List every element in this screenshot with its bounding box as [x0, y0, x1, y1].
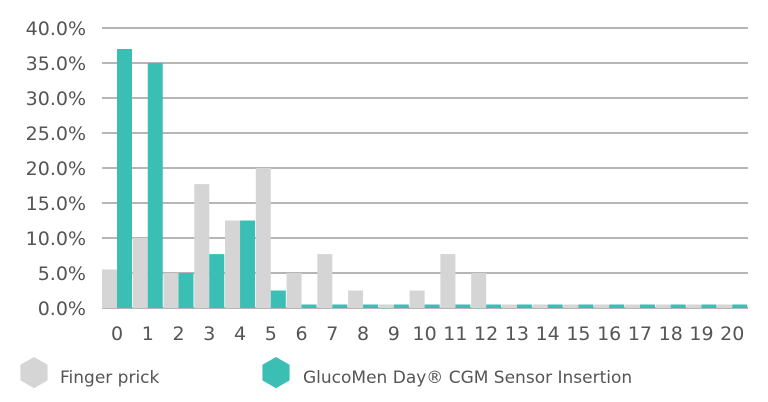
x-tick-label: 11 [443, 323, 467, 345]
bar-glucomen-6 [301, 304, 317, 308]
bar-glucomen-18 [670, 304, 686, 308]
x-tick-label: 10 [413, 323, 437, 345]
y-tick-label: 10.0% [26, 228, 86, 250]
y-tick-label: 5.0% [38, 263, 86, 285]
legend-swatch-finger-prick [20, 357, 48, 389]
x-tick-label: 9 [388, 323, 400, 345]
bar-finger-prick-2 [163, 273, 179, 308]
bar-finger-prick-6 [286, 273, 302, 308]
bar-finger-prick-9 [378, 304, 394, 308]
legend-item-finger-prick: Finger prick [20, 357, 160, 389]
x-tick-label: 19 [689, 323, 713, 345]
bar-finger-prick-1 [132, 238, 148, 308]
x-tick-label: 13 [505, 323, 529, 345]
bar-glucomen-20 [732, 304, 748, 308]
bar-glucomen-11 [455, 304, 471, 308]
bar-finger-prick-19 [686, 304, 702, 308]
bar-finger-prick-12 [471, 273, 487, 308]
legend-item-glucomen: GlucoMen Day® CGM Sensor Insertion [262, 357, 632, 389]
bar-finger-prick-4 [225, 220, 241, 308]
bar-glucomen-15 [578, 304, 594, 308]
x-tick-label: 20 [720, 323, 744, 345]
x-tick-label: 18 [659, 323, 683, 345]
bar-finger-prick-17 [624, 304, 640, 308]
y-tick-label: 20.0% [26, 158, 86, 180]
bar-glucomen-10 [424, 304, 440, 308]
bar-glucomen-4 [240, 220, 256, 308]
y-tick-label: 30.0% [26, 88, 86, 110]
bar-finger-prick-10 [409, 290, 425, 308]
x-tick-label: 2 [172, 323, 184, 345]
bar-finger-prick-7 [317, 254, 333, 308]
x-tick-label: 12 [474, 323, 498, 345]
legend-label-finger-prick: Finger prick [60, 368, 160, 388]
bar-finger-prick-3 [194, 184, 210, 308]
bar-glucomen-17 [639, 304, 655, 308]
bar-finger-prick-15 [563, 304, 579, 308]
x-tick-label: 5 [265, 323, 277, 345]
y-tick-label: 35.0% [26, 53, 86, 75]
legend-label-glucomen: GlucoMen Day® CGM Sensor Insertion [303, 368, 632, 388]
x-tick-label: 6 [296, 323, 308, 345]
x-tick-label: 8 [357, 323, 369, 345]
bars [102, 49, 748, 308]
legend: Finger prick GlucoMen Day® CGM Sensor In… [20, 357, 632, 389]
y-tick-label: 40.0% [26, 18, 86, 40]
bar-finger-prick-20 [717, 304, 733, 308]
bar-finger-prick-8 [348, 290, 364, 308]
bar-glucomen-2 [178, 273, 194, 308]
bar-glucomen-1 [147, 63, 163, 308]
bar-glucomen-0 [117, 49, 132, 308]
bar-glucomen-8 [363, 304, 379, 308]
bar-glucomen-16 [609, 304, 625, 308]
x-tick-label: 14 [536, 323, 560, 345]
x-axis-ticks: 0 1 2 3 4 5 6 7 8 9 10 11 12 13 14 15 16 17 18 19 20 [111, 323, 744, 345]
bar-glucomen-7 [332, 304, 348, 308]
x-tick-label: 0 [111, 323, 123, 345]
x-tick-label: 16 [597, 323, 621, 345]
bar-glucomen-14 [547, 304, 563, 308]
bar-glucomen-3 [209, 254, 225, 308]
bar-finger-prick-5 [255, 168, 271, 308]
y-tick-label: 0.0% [38, 298, 86, 320]
x-tick-label: 4 [234, 323, 246, 345]
x-tick-label: 7 [326, 323, 338, 345]
bar-finger-prick-14 [532, 304, 548, 308]
bar-finger-prick-18 [655, 304, 671, 308]
y-tick-label: 15.0% [26, 193, 86, 215]
bar-glucomen-13 [516, 304, 532, 308]
x-tick-label: 3 [203, 323, 215, 345]
bar-finger-prick-13 [501, 304, 517, 308]
bar-glucomen-19 [701, 304, 717, 308]
bar-glucomen-9 [393, 304, 409, 308]
bar-finger-prick-11 [440, 254, 456, 308]
legend-swatch-glucomen [262, 357, 290, 389]
x-tick-label: 17 [628, 323, 652, 345]
bar-finger-prick-0 [102, 269, 117, 308]
y-axis-ticks: 0.0% 5.0% 10.0% 15.0% 20.0% 25.0% 30.0% 35.0% 40… [26, 18, 86, 320]
bar-glucomen-12 [486, 304, 502, 308]
bar-glucomen-5 [270, 290, 286, 308]
y-tick-label: 25.0% [26, 123, 86, 145]
bar-finger-prick-16 [594, 304, 610, 308]
x-tick-label: 1 [142, 323, 154, 345]
x-tick-label: 15 [566, 323, 590, 345]
